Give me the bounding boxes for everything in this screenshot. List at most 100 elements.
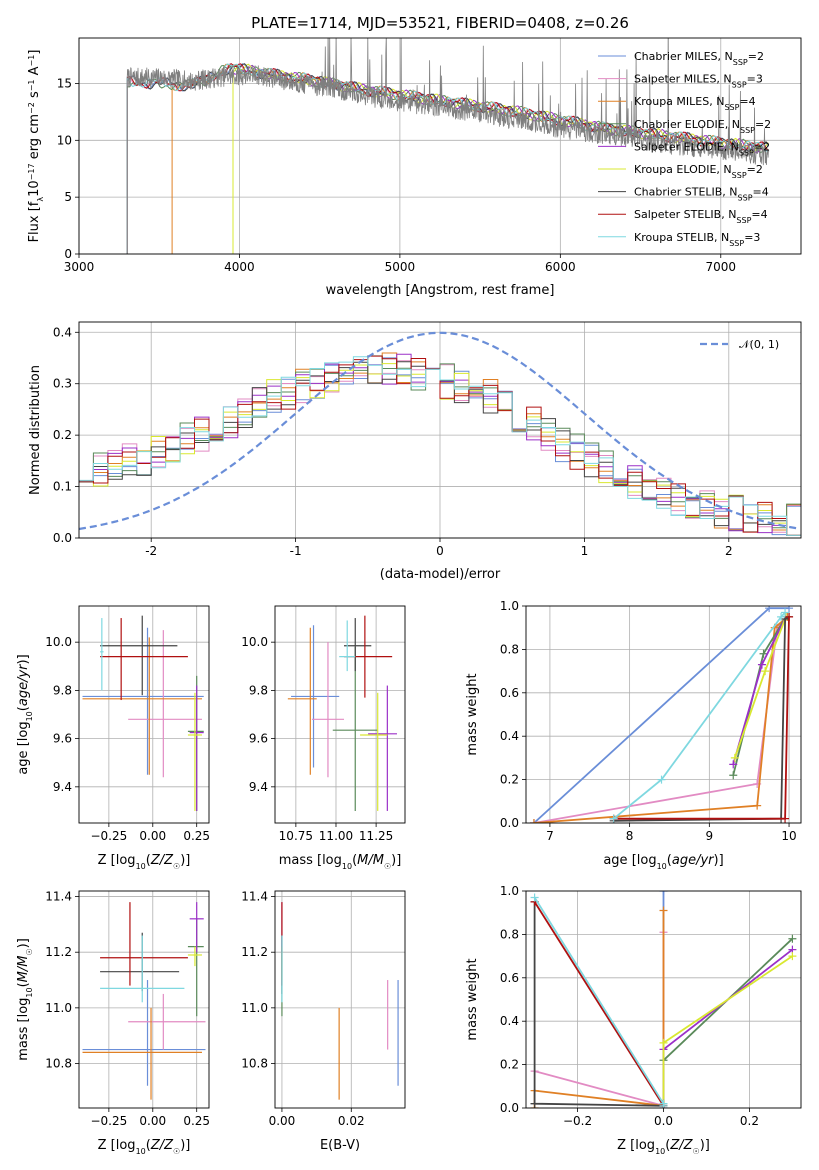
series-marker xyxy=(659,906,668,915)
errorbar-point xyxy=(339,620,356,672)
series-marker xyxy=(530,893,539,902)
series-line xyxy=(613,611,786,820)
residual-histogram xyxy=(79,355,801,536)
series-marker xyxy=(657,775,666,784)
errorbar-point xyxy=(100,618,104,691)
panel-spectrum: 3000 4000 5000 6000 7000 0 5 10 15 wavelength [An… xyxy=(27,37,802,298)
ticks xyxy=(75,83,722,258)
legend-entry: Kroupa ELODIE, NSSP=2 xyxy=(634,163,763,180)
series-line xyxy=(533,901,664,1107)
series-marker xyxy=(530,1099,539,1108)
axes-frame xyxy=(78,605,210,824)
x-tick-label: 0.25 xyxy=(183,1114,210,1128)
errorbar-point xyxy=(128,630,202,778)
panel-age-vs-mass: 10.75 11.00 11.25 9.4 9.6 9.8 10.0 mass [log10(… xyxy=(241,605,406,871)
ticks xyxy=(75,641,198,827)
panel-mass-weight-vs-age: 7 8 9 10 0.0 0.2 0.4 0.6 0.8 1.0 age [log10(age/yr… xyxy=(465,599,802,871)
observed-spectrum xyxy=(126,38,770,254)
series-line xyxy=(533,616,789,823)
legend-entry: Salpeter MILES, NSSP=3 xyxy=(634,73,763,90)
series-line xyxy=(662,948,793,1106)
x-tick-label: 10.75 xyxy=(279,829,313,843)
model-spectrum xyxy=(232,63,769,254)
errorbar-point xyxy=(187,946,202,967)
axes-frame xyxy=(525,605,802,824)
axes-frame xyxy=(78,890,210,1109)
x-axis-label: Z [log10(Z/Z☉)] xyxy=(98,853,191,871)
series-marker xyxy=(729,771,738,780)
figure-title: PLATE=1714, MJD=53521, FIBERID=0408, z=0… xyxy=(251,14,629,32)
grid xyxy=(79,891,209,1108)
y-tick-label: 0.4 xyxy=(500,1014,519,1028)
y-tick-label: 0.2 xyxy=(53,428,72,442)
normal-curve xyxy=(79,331,799,531)
ticks xyxy=(271,896,352,1112)
ticks xyxy=(75,896,198,1112)
y-tick-label: 9.6 xyxy=(53,732,72,746)
panel-mass-vs-Z: −0.25 0.00 0.25 10.8 11.0 11.2 11.4 Z [log10(Z/… xyxy=(16,890,210,1156)
y-tick-label: 10.0 xyxy=(45,635,72,649)
legend-entry: Kroupa MILES, NSSP=4 xyxy=(634,95,756,112)
y-tick-label: 0 xyxy=(64,247,72,261)
y-axis-label: age [log10(age/yr)] xyxy=(16,654,34,774)
y-tick-label: 15 xyxy=(57,76,72,90)
x-tick-label: -2 xyxy=(145,544,157,558)
x-tick-label: 0.2 xyxy=(740,1114,759,1128)
model-spectrum xyxy=(232,64,769,254)
x-axis-label: Z [log10(Z/Z☉)] xyxy=(98,1138,191,1156)
ticks xyxy=(522,890,750,1112)
series-marker xyxy=(781,608,790,617)
series-marker xyxy=(759,649,768,658)
x-tick-label: 0.00 xyxy=(139,829,166,843)
y-tick-label: 11.2 xyxy=(45,945,72,959)
errorbar-point xyxy=(311,642,345,778)
legend-entry: Chabrier ELODIE, NSSP=2 xyxy=(634,118,771,135)
errorbar-point xyxy=(187,692,202,811)
x-tick-label: 8 xyxy=(626,829,634,843)
x-tick-label: 4000 xyxy=(224,260,255,274)
mass-weight-series xyxy=(729,612,790,780)
y-tick-label: 10.8 xyxy=(45,1056,72,1070)
y-tick-label: 1.0 xyxy=(500,599,519,613)
panel-mass-weight-vs-Z: −0.2 0.0 0.2 0.0 0.2 0.4 0.6 0.8 1.0 Z [log10(Z/Z… xyxy=(465,884,802,1156)
x-axis-label: mass [log10(M/M☉)] xyxy=(279,853,402,871)
errorbar-point xyxy=(291,625,340,768)
errorbar-point xyxy=(189,902,204,953)
series-line xyxy=(613,616,790,820)
x-tick-label: −0.2 xyxy=(563,1114,592,1128)
y-axis-label: Normed distribution xyxy=(28,365,43,495)
y-tick-label: 10.8 xyxy=(241,1056,268,1070)
y-tick-label: 0.6 xyxy=(500,971,519,985)
ticks xyxy=(271,641,377,827)
axes-frame xyxy=(525,890,802,1109)
y-tick-label: 10.0 xyxy=(241,635,268,649)
errorbar-point xyxy=(332,646,378,811)
series-marker xyxy=(753,801,762,810)
x-tick-label: 0.25 xyxy=(183,829,210,843)
errorbar-point xyxy=(82,637,202,775)
legend-entry: Chabrier MILES, NSSP=2 xyxy=(634,50,764,67)
errorbar-point xyxy=(344,618,372,672)
series-marker xyxy=(757,660,766,669)
panel-residuals: -2 -1 0 1 2 0.0 0.1 0.2 0.3 0.4 (data-model)/error… xyxy=(28,321,802,582)
y-tick-label: 9.6 xyxy=(249,732,268,746)
x-axis-label: (data-model)/error xyxy=(380,567,501,582)
legend-entry: Salpeter STELIB, NSSP=4 xyxy=(634,208,768,225)
plot-area xyxy=(82,902,206,1100)
series-marker xyxy=(659,1038,668,1047)
x-axis-label: Z [log10(Z/Z☉)] xyxy=(617,1138,710,1156)
model-spectrum xyxy=(126,62,769,254)
y-axis-label: mass weight xyxy=(465,673,480,755)
errorbar-point xyxy=(128,993,206,1050)
mass-weight-series xyxy=(659,945,797,1108)
errorbar-point xyxy=(82,627,204,775)
legend-entry: Chabrier STELIB, NSSP=4 xyxy=(634,186,769,203)
y-tick-label: 0.0 xyxy=(500,816,519,830)
y-tick-label: 11.2 xyxy=(241,945,268,959)
plot-area xyxy=(287,615,397,811)
y-tick-label: 0.6 xyxy=(500,686,519,700)
x-tick-label: 0.00 xyxy=(139,1114,166,1128)
errorbar-point xyxy=(100,615,178,696)
series-marker xyxy=(659,1101,668,1108)
series-marker xyxy=(788,952,797,961)
